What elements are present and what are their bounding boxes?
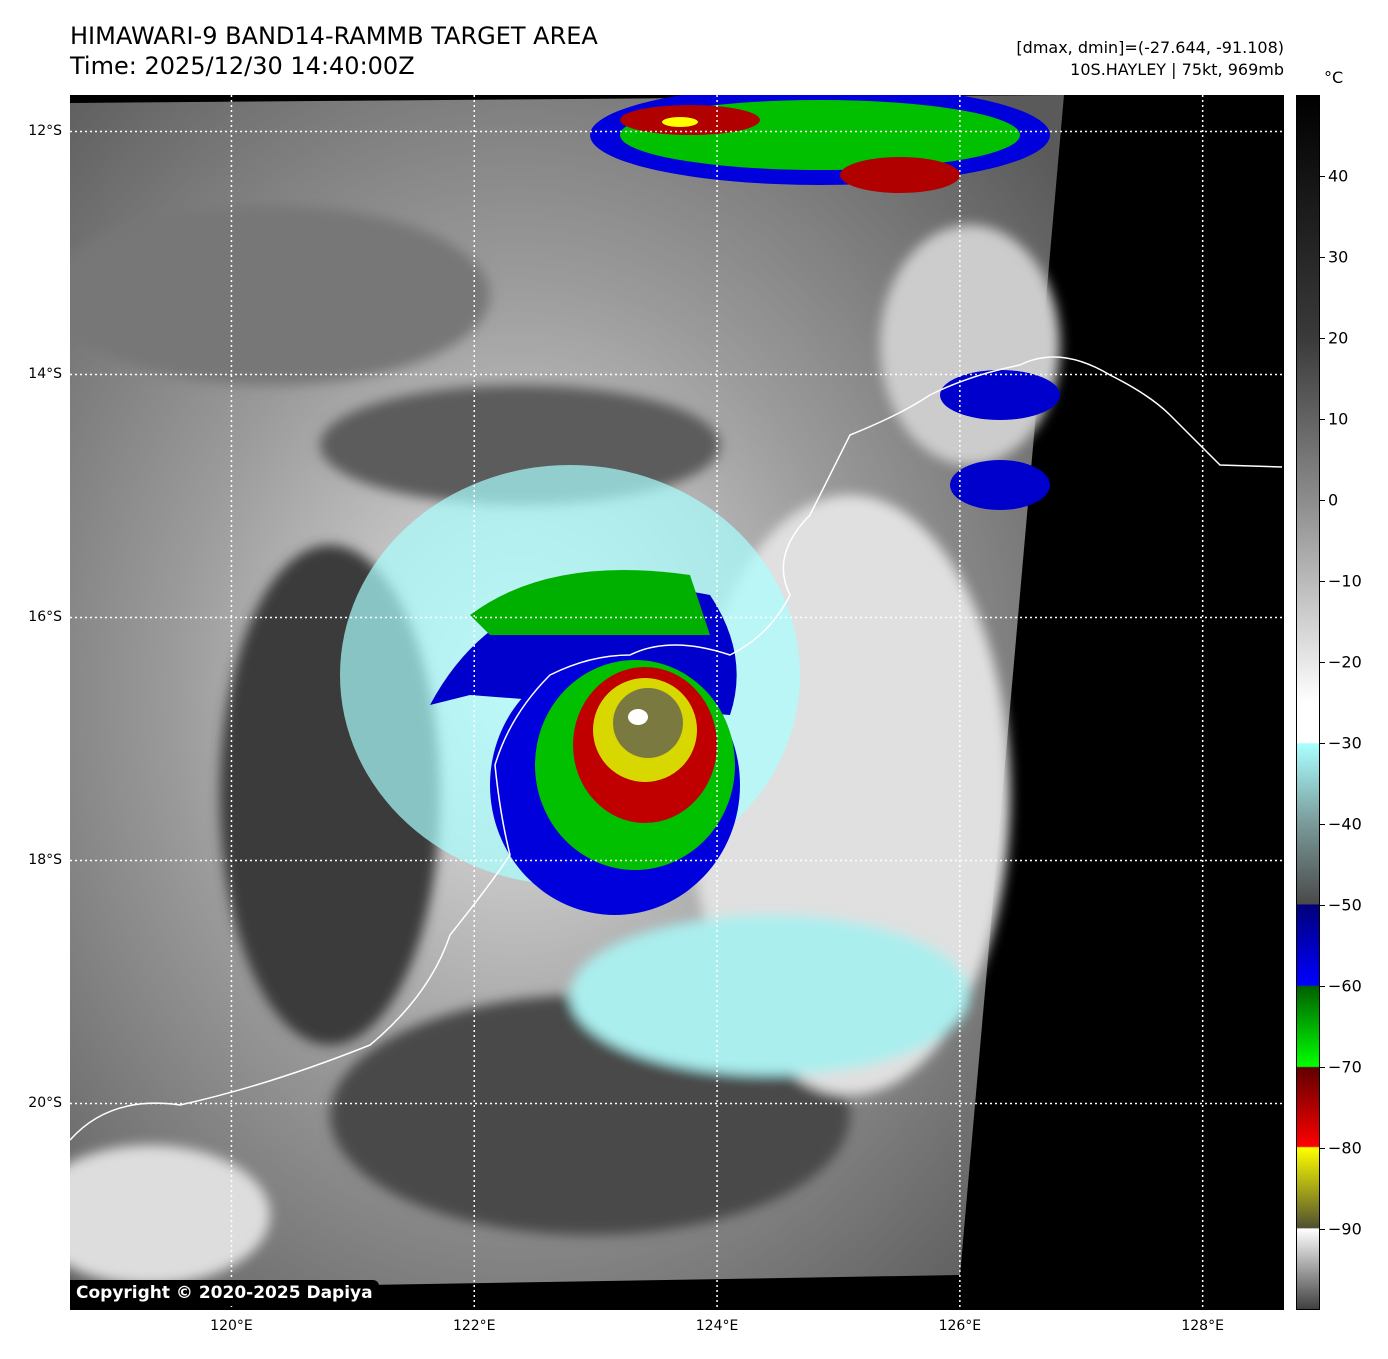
coastline bbox=[70, 356, 1283, 1141]
colorbar-unit: °C bbox=[1324, 68, 1344, 87]
colorbar-tick bbox=[1320, 419, 1325, 420]
longitude-label: 126°E bbox=[938, 1318, 982, 1334]
longitude-label: 128°E bbox=[1181, 1318, 1224, 1334]
longitude-label: 122°E bbox=[452, 1318, 496, 1334]
colorbar-tick bbox=[1320, 1229, 1325, 1230]
cloud-bands bbox=[70, 205, 1060, 1285]
colorbar-tick bbox=[1320, 176, 1325, 177]
latitude-label: 14°S bbox=[28, 366, 62, 383]
colorbar-tick-label: −10 bbox=[1328, 571, 1362, 591]
timestamp: Time: 2025/12/30 14:40:00Z bbox=[70, 52, 415, 80]
latitude-label: 16°S bbox=[28, 609, 62, 626]
colorbar-tick-label: −20 bbox=[1328, 652, 1362, 672]
colorbar-tick bbox=[1320, 1067, 1325, 1068]
colorbar-tick bbox=[1320, 824, 1325, 825]
colorbar-tick-label: 0 bbox=[1328, 490, 1339, 510]
latitude-label: 20°S bbox=[28, 1095, 62, 1112]
colorbar-tick bbox=[1320, 662, 1325, 663]
colorbar-tick bbox=[1320, 581, 1325, 582]
latitude-label: 12°S bbox=[28, 123, 62, 140]
colorbar-tick-label: 30 bbox=[1328, 247, 1349, 267]
colorbar-tick-label: −60 bbox=[1328, 976, 1362, 996]
colorbar-tick-label: −50 bbox=[1328, 895, 1362, 915]
graticule bbox=[70, 95, 1284, 1310]
colorbar-tick-label: 10 bbox=[1328, 409, 1349, 429]
colorbar-tick bbox=[1320, 257, 1325, 258]
colorbar-tick bbox=[1320, 1148, 1325, 1149]
colorbar-tick-label: −40 bbox=[1328, 814, 1362, 834]
colorbar-tick bbox=[1320, 743, 1325, 744]
cyclone-hayley bbox=[340, 465, 800, 915]
satellite-map: Copyright © 2020-2025 Dapiya bbox=[70, 95, 1284, 1310]
colorbar-tick-label: 40 bbox=[1328, 166, 1349, 186]
colorbar-tick-label: 20 bbox=[1328, 328, 1349, 348]
colorbar-tick-label: −80 bbox=[1328, 1138, 1362, 1158]
chart-title: HIMAWARI-9 BAND14-RAMMB TARGET AREA bbox=[70, 22, 598, 50]
colorbar-tick-label: −90 bbox=[1328, 1219, 1362, 1239]
colorbar-tick-label: −70 bbox=[1328, 1057, 1362, 1077]
longitude-label: 124°E bbox=[695, 1318, 739, 1334]
convection-north bbox=[590, 95, 1060, 510]
storm-info: 10S.HAYLEY | 75kt, 969mb bbox=[1070, 60, 1284, 79]
longitude-label: 120°E bbox=[210, 1318, 253, 1334]
colorbar-tick bbox=[1320, 338, 1325, 339]
colorbar-tick-label: −30 bbox=[1328, 733, 1362, 753]
colorbar-tick bbox=[1320, 500, 1325, 501]
colorbar-tick bbox=[1320, 905, 1325, 906]
colorbar-tick bbox=[1320, 986, 1325, 987]
colorbar bbox=[1296, 95, 1320, 1310]
copyright-label: Copyright © 2020-2025 Dapiya bbox=[70, 1280, 379, 1306]
latitude-label: 18°S bbox=[28, 852, 62, 869]
dmax-dmin-readout: [dmax, dmin]=(-27.644, -91.108) bbox=[1016, 38, 1284, 57]
